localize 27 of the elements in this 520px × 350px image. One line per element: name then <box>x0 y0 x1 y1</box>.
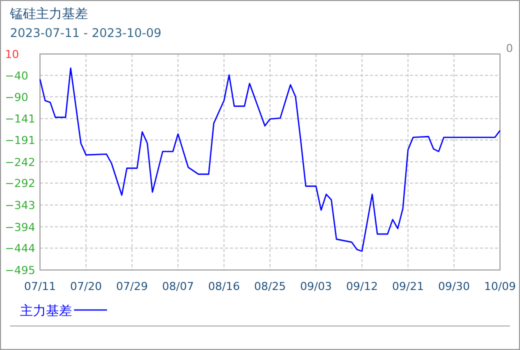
y-tick-label: −141 <box>5 112 36 126</box>
x-tick-label: 07/29 <box>116 280 148 293</box>
x-tick-label: 08/25 <box>254 280 286 293</box>
x-tick-label: 09/12 <box>346 280 378 293</box>
y-tick-label: −444 <box>5 242 36 256</box>
y-tick-label: −191 <box>5 134 36 147</box>
y-tick-label: −343 <box>5 198 36 212</box>
legend-label: 主力基差 <box>20 303 72 319</box>
x-tick-label: 10/09 <box>484 280 516 293</box>
x-tick-label: 07/11 <box>24 280 56 293</box>
y-tick-label: −242 <box>5 156 36 169</box>
y-tick-label: −40 <box>5 69 28 82</box>
chart-title: 锰硅主力基差 <box>9 6 88 22</box>
line-series <box>39 67 501 252</box>
y-tick-label: −495 <box>5 264 36 277</box>
y-tick-label: −292 <box>5 177 36 190</box>
y-tick-label: −394 <box>5 220 36 234</box>
x-tick-label: 09/30 <box>438 280 470 293</box>
y-tick-label: −90 <box>5 90 28 104</box>
x-tick-label: 09/03 <box>300 280 332 293</box>
y-tick-label: 10 <box>5 48 19 61</box>
x-tick-label: 08/16 <box>208 280 240 293</box>
text: 0 <box>506 42 513 55</box>
x-tick-label: 08/07 <box>162 280 194 293</box>
x-tick-label: 09/21 <box>392 280 424 293</box>
x-tick-label: 07/20 <box>70 280 102 293</box>
chart-subtitle: 2023-07-11 - 2023-10-09 <box>10 26 162 40</box>
